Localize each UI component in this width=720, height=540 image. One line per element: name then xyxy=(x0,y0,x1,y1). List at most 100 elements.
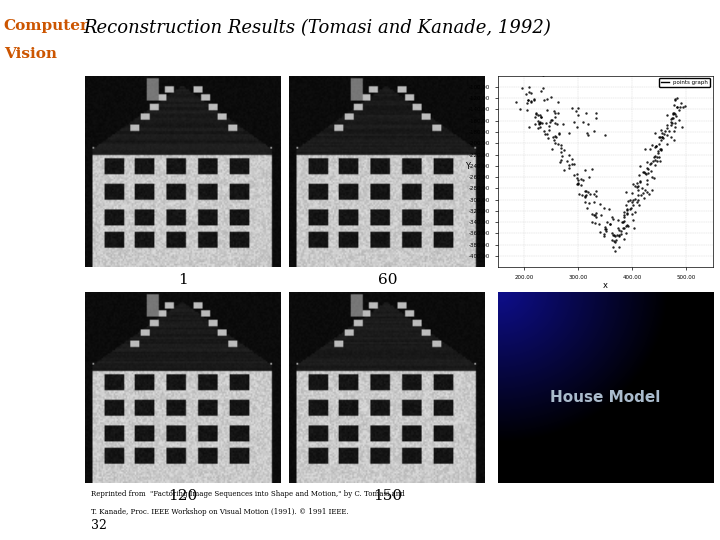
Point xyxy=(648,174,660,183)
Point xyxy=(534,119,545,127)
Point xyxy=(555,141,567,150)
Point xyxy=(568,117,580,126)
Point xyxy=(645,159,657,167)
Point xyxy=(609,247,621,256)
Point xyxy=(670,112,682,121)
Point xyxy=(543,122,554,130)
Point xyxy=(590,109,601,117)
Point xyxy=(618,224,630,232)
Point xyxy=(544,126,555,134)
Point xyxy=(647,141,658,150)
Point xyxy=(670,96,681,104)
Point xyxy=(590,211,601,220)
Point xyxy=(667,109,679,117)
Point xyxy=(621,210,633,218)
Point xyxy=(650,142,662,151)
Point xyxy=(548,136,559,145)
Point xyxy=(540,119,552,128)
Point xyxy=(669,123,680,132)
Point xyxy=(661,131,672,139)
Point xyxy=(642,188,653,197)
Point xyxy=(572,180,583,188)
Point xyxy=(632,181,644,190)
Point xyxy=(564,150,575,159)
Point xyxy=(634,178,646,186)
Text: 1: 1 xyxy=(178,273,188,287)
Point xyxy=(666,118,678,127)
Point xyxy=(580,191,592,199)
Point xyxy=(652,157,663,165)
Point xyxy=(539,96,550,105)
Point xyxy=(658,130,670,138)
Point xyxy=(550,132,562,141)
Point xyxy=(644,190,655,198)
Point xyxy=(646,166,657,175)
Point xyxy=(639,145,651,153)
Y-axis label: Y: Y xyxy=(464,163,469,172)
Point xyxy=(647,172,658,181)
Point xyxy=(668,126,680,135)
Point xyxy=(593,220,605,228)
Point xyxy=(520,90,531,99)
Point xyxy=(632,195,644,204)
Point xyxy=(590,114,602,123)
Point xyxy=(535,113,546,122)
Point xyxy=(624,205,636,214)
Point xyxy=(623,197,634,205)
Point xyxy=(580,198,591,206)
Point xyxy=(629,182,641,191)
Point xyxy=(649,156,661,164)
Point xyxy=(652,149,663,158)
Point xyxy=(587,210,598,218)
Point xyxy=(552,119,563,128)
Point xyxy=(521,99,533,107)
Point xyxy=(601,218,613,226)
Point xyxy=(584,190,595,199)
Point xyxy=(607,215,618,224)
Point xyxy=(653,152,665,161)
Point xyxy=(598,232,610,240)
Point xyxy=(635,162,647,171)
Point xyxy=(567,155,578,164)
Point xyxy=(629,208,641,217)
Point xyxy=(555,148,567,157)
Point xyxy=(590,187,602,195)
Point xyxy=(568,171,580,179)
Point xyxy=(618,235,630,244)
Point xyxy=(594,228,606,237)
Point xyxy=(632,185,644,194)
Point xyxy=(655,146,667,154)
Point xyxy=(644,160,656,168)
Point xyxy=(613,242,625,251)
Point xyxy=(674,103,685,111)
Point xyxy=(549,119,561,127)
Point xyxy=(608,237,619,246)
Point xyxy=(666,113,678,122)
Point xyxy=(516,84,528,93)
Point xyxy=(572,179,583,187)
Point xyxy=(621,206,632,214)
Point xyxy=(528,96,540,104)
Point xyxy=(673,116,685,124)
Point xyxy=(609,231,621,240)
Point xyxy=(574,190,585,198)
X-axis label: x: x xyxy=(603,281,608,291)
Point xyxy=(583,172,595,181)
Point xyxy=(549,107,560,116)
Point xyxy=(636,183,648,192)
Point xyxy=(629,194,640,203)
Point xyxy=(637,189,649,198)
Point xyxy=(549,109,560,118)
Point xyxy=(627,180,639,188)
Point xyxy=(626,204,637,212)
Point xyxy=(552,97,564,106)
Point xyxy=(590,208,601,217)
Point xyxy=(653,132,665,141)
Point xyxy=(582,187,594,196)
Point xyxy=(548,132,559,141)
Point xyxy=(669,110,680,119)
Point xyxy=(590,192,602,200)
Point xyxy=(600,227,611,236)
Point xyxy=(620,200,631,209)
Text: T. Kanade, Proc. IEEE Workshop on Visual Motion (1991). © 1991 IEEE.: T. Kanade, Proc. IEEE Workshop on Visual… xyxy=(91,508,349,516)
